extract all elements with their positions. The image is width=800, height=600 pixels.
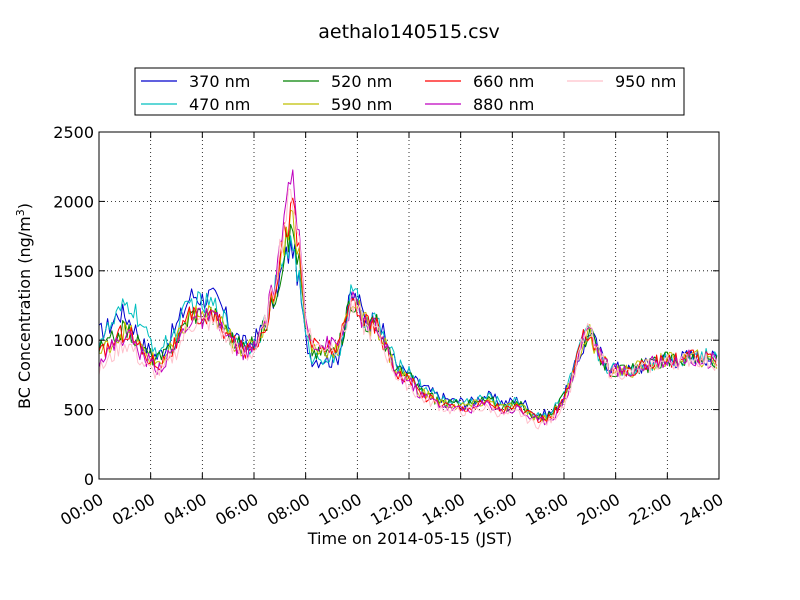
y-axis-label-sup: 3 — [14, 209, 27, 216]
legend: 370 nm 470 nm 520 nm 590 nm 660 nm 880 nm 950 … — [134, 67, 685, 116]
legend-item: 950 nm — [567, 72, 676, 91]
x-tick-label: 20:00 — [574, 490, 623, 530]
chart-title: aethalo140515.csv — [318, 21, 500, 43]
legend-label: 950 nm — [615, 72, 676, 91]
y-tick-label: 2000 — [53, 192, 94, 211]
y-tick-label: 2500 — [53, 123, 94, 142]
legend-label: 660 nm — [473, 72, 534, 91]
legend-item: 880 nm — [425, 95, 534, 114]
x-tick-label: 08:00 — [264, 490, 313, 530]
x-tick-label: 06:00 — [212, 490, 261, 530]
x-tick-label: 18:00 — [522, 490, 571, 530]
ticks — [98, 131, 720, 480]
legend-label: 520 nm — [331, 72, 392, 91]
x-tick-label: 00:00 — [57, 490, 106, 530]
series-line-950-nm — [98, 188, 718, 430]
legend-box — [134, 67, 685, 116]
y-axis-label: BC Concentration (ng/m3) — [14, 203, 34, 409]
legend-item: 520 nm — [283, 72, 392, 91]
x-tick-label: 02:00 — [109, 490, 158, 530]
y-tick-label: 1000 — [53, 331, 94, 350]
series-lines — [98, 169, 718, 430]
x-tick-label: 24:00 — [677, 490, 726, 530]
legend-label: 590 nm — [331, 95, 392, 114]
legend-item: 470 nm — [141, 95, 250, 114]
legend-label: 470 nm — [189, 95, 250, 114]
y-tick-label: 0 — [84, 470, 94, 489]
legend-label: 370 nm — [189, 72, 250, 91]
x-tick-label: 10:00 — [316, 490, 365, 530]
y-tick-labels: 0 500 1000 1500 2000 2500 — [53, 123, 94, 489]
y-axis-label-tail: ) — [15, 203, 34, 209]
legend-item: 590 nm — [283, 95, 392, 114]
x-axis-label: Time on 2014-05-15 (JST) — [307, 529, 512, 548]
y-axis-label-main: BC Concentration (ng/m — [15, 216, 34, 409]
x-tick-label: 16:00 — [471, 490, 520, 530]
y-tick-label: 1500 — [53, 262, 94, 281]
x-tick-label: 12:00 — [367, 490, 416, 530]
series-line-590-nm — [98, 209, 718, 423]
legend-label: 880 nm — [473, 95, 534, 114]
x-tick-label: 22:00 — [626, 490, 675, 530]
grid — [99, 132, 719, 479]
x-tick-label: 04:00 — [161, 490, 210, 530]
plot-area: 0 500 1000 1500 2000 2500 00:00 02:00 04:00 06:0… — [53, 123, 726, 529]
series-line-470-nm — [98, 235, 718, 419]
x-tick-labels: 00:00 02:00 04:00 06:00 08:00 10:00 12:00 14:00… — [57, 490, 726, 530]
y-tick-label: 500 — [63, 401, 94, 420]
legend-item: 370 nm — [141, 72, 250, 91]
legend-item: 660 nm — [425, 72, 534, 91]
x-tick-label: 14:00 — [419, 490, 468, 530]
